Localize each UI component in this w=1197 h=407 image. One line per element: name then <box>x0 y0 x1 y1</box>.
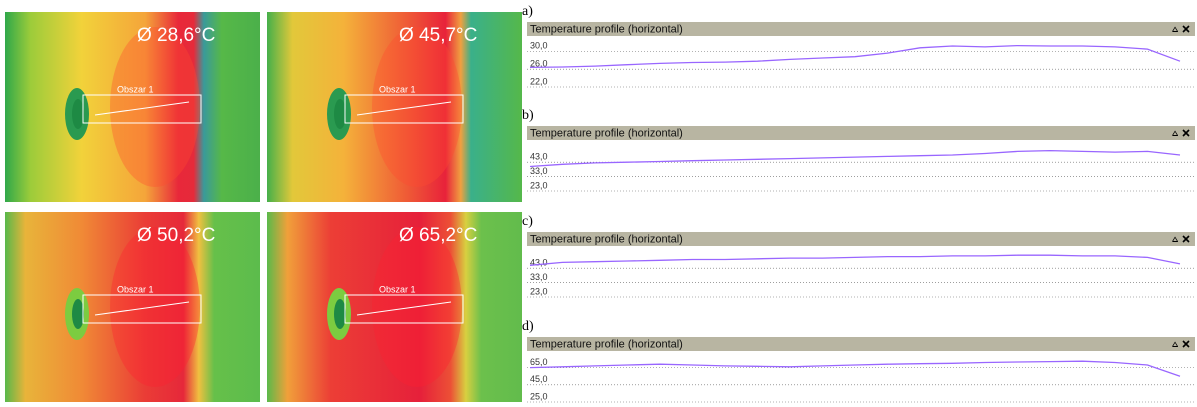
pin-icon[interactable]: ⩟ <box>1172 339 1178 350</box>
area-label: Obszar 1 <box>379 84 416 94</box>
y-tick-label: 23,0 <box>530 286 548 296</box>
center-hole-inner <box>334 299 346 329</box>
y-tick-label: 23,0 <box>530 180 548 190</box>
y-tick-label: 25,0 <box>530 391 548 401</box>
pin-icon[interactable]: ⩟ <box>1172 128 1178 139</box>
y-tick-label: 22,0 <box>530 76 548 86</box>
profile-line <box>530 361 1180 376</box>
panel-label: c) <box>522 214 533 229</box>
pin-icon[interactable]: ⩟ <box>1172 234 1178 245</box>
figure: Obszar 1 Ø 28,6°C Obszar 1 Ø 45,7°C Obszar 1… <box>0 0 1197 407</box>
profile-line <box>530 151 1180 167</box>
y-tick-label: 43,0 <box>530 152 548 162</box>
y-tick-label: 30,0 <box>530 41 548 51</box>
panel-title: Temperature profile (horizontal) <box>530 233 683 245</box>
profile-line <box>530 46 1180 68</box>
profile-line <box>530 255 1180 265</box>
temperature-label: Ø 65,2°C <box>399 225 477 246</box>
y-tick-label: 45,0 <box>530 374 548 384</box>
y-tick-label: 43,0 <box>530 258 548 268</box>
area-label: Obszar 1 <box>379 284 416 294</box>
pin-icon[interactable]: ⩟ <box>1172 24 1178 35</box>
temperature-label: Ø 45,7°C <box>399 25 477 46</box>
y-tick-label: 65,0 <box>530 357 548 367</box>
area-label: Obszar 1 <box>117 84 154 94</box>
center-hole-inner <box>72 99 84 129</box>
y-tick-label: 33,0 <box>530 166 548 176</box>
panel-label: b) <box>522 108 534 123</box>
panel-label: a) <box>522 4 533 19</box>
panel-label: d) <box>522 319 534 334</box>
y-tick-label: 33,0 <box>530 272 548 282</box>
temperature-label: Ø 28,6°C <box>137 25 215 46</box>
panel-title: Temperature profile (horizontal) <box>530 127 683 139</box>
temperature-label: Ø 50,2°C <box>137 225 215 246</box>
center-hole-inner <box>334 99 346 129</box>
panel-title: Temperature profile (horizontal) <box>530 338 683 350</box>
center-hole-inner <box>72 299 84 329</box>
panel-title: Temperature profile (horizontal) <box>530 23 683 35</box>
area-label: Obszar 1 <box>117 284 154 294</box>
